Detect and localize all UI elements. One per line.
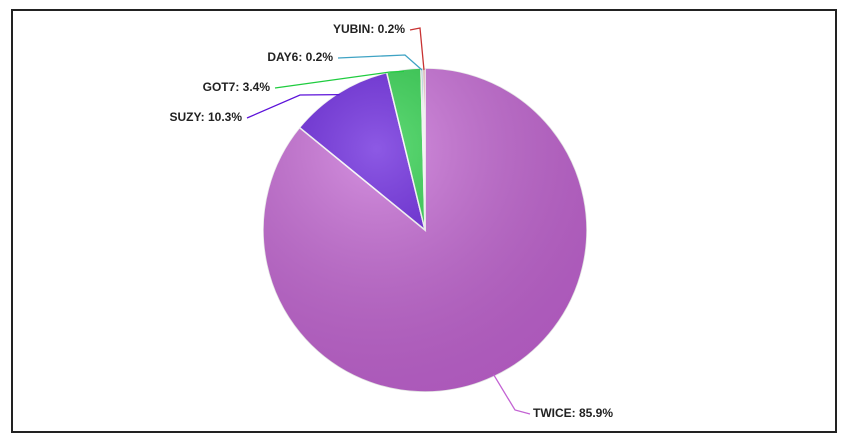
slice-label: DAY6: 0.2% (267, 50, 333, 64)
slice-category: GOT7 (203, 80, 236, 94)
leader-line (493, 374, 531, 415)
slice-value: : 85.9% (572, 406, 614, 420)
leader-line (409, 27, 425, 71)
slice-label: TWICE: 85.9% (533, 406, 613, 420)
slice-category: YUBIN (333, 22, 370, 36)
leader-line (246, 93, 340, 119)
slice-label: SUZY: 10.3% (170, 110, 243, 124)
leader-line (337, 54, 423, 71)
slice-value: : 10.3% (201, 110, 243, 124)
pie (262, 67, 588, 393)
slice-value: : 3.4% (235, 80, 270, 94)
slice-label: YUBIN: 0.2% (333, 22, 405, 36)
slice-value: : 0.2% (298, 50, 333, 64)
slice-value: : 0.2% (370, 22, 405, 36)
slice-category: DAY6 (267, 50, 298, 64)
slice-label: GOT7: 3.4% (203, 80, 271, 94)
leader-line (274, 70, 404, 89)
slice-category: TWICE (533, 406, 572, 420)
slice-category: SUZY (170, 110, 202, 124)
